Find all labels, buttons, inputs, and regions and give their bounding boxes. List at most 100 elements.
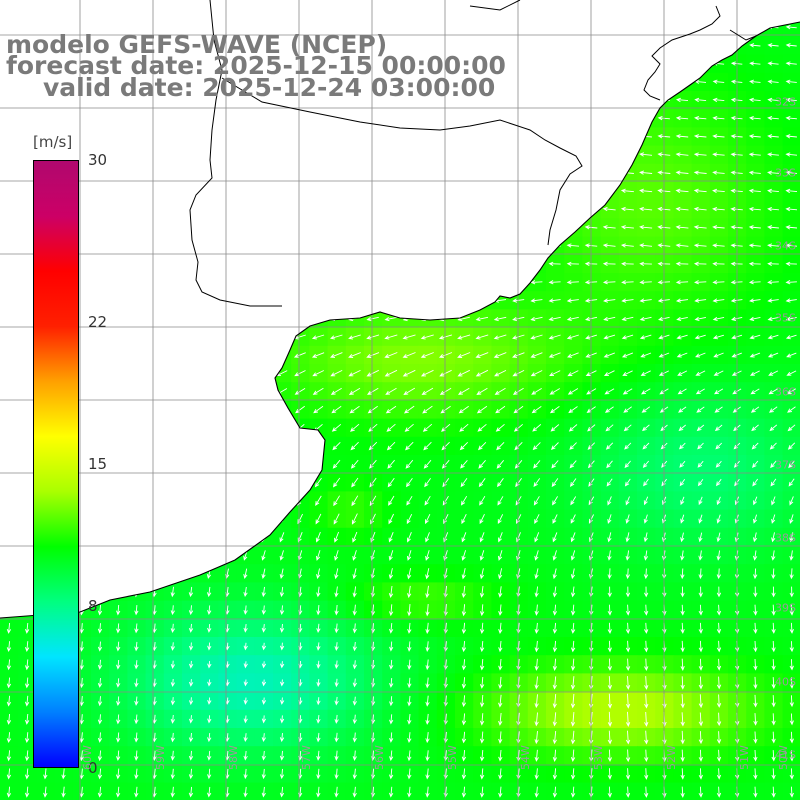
wind-arrow bbox=[349, 405, 360, 414]
wind-arrow bbox=[748, 170, 761, 175]
wind-arrow bbox=[693, 261, 707, 266]
wind-arrow bbox=[603, 334, 616, 340]
wind-arrow bbox=[478, 460, 486, 469]
wind-arrow bbox=[693, 188, 707, 193]
wind-arrow bbox=[350, 459, 359, 469]
wind-speed-cell bbox=[782, 22, 800, 37]
wind-arrow bbox=[530, 370, 543, 377]
wind-arrow bbox=[678, 424, 686, 432]
wind-arrow bbox=[640, 388, 651, 395]
wind-arrow bbox=[751, 424, 759, 432]
wind-arrow bbox=[767, 61, 779, 66]
wind-arrow bbox=[607, 532, 612, 543]
wind-arrow bbox=[676, 352, 688, 358]
wind-arrow bbox=[332, 477, 341, 488]
longitude-label: 56W bbox=[373, 745, 386, 770]
wind-arrow bbox=[697, 478, 704, 487]
wind-arrow bbox=[439, 387, 452, 395]
wind-arrow bbox=[586, 388, 597, 395]
wind-arrow bbox=[584, 280, 598, 285]
wind-arrow bbox=[403, 405, 415, 414]
wind-arrow bbox=[698, 514, 703, 524]
wind-arrow bbox=[771, 496, 776, 506]
wind-arrow bbox=[678, 442, 686, 450]
wind-arrow bbox=[406, 514, 413, 525]
wind-arrow bbox=[675, 170, 689, 175]
wind-arrow bbox=[421, 387, 434, 396]
wind-arrow bbox=[548, 261, 561, 266]
wind-arrow bbox=[589, 532, 594, 543]
wind-arrow bbox=[350, 441, 359, 451]
wind-arrow bbox=[585, 334, 598, 340]
latitude-label: 40S bbox=[775, 675, 796, 689]
wind-arrow bbox=[677, 388, 687, 395]
wind-arrow bbox=[712, 261, 725, 266]
wind-arrow bbox=[605, 442, 614, 450]
wind-arrow bbox=[697, 460, 704, 468]
wind-arrow bbox=[551, 478, 559, 488]
wind-arrow bbox=[566, 298, 579, 303]
wind-arrow bbox=[607, 496, 612, 506]
wind-arrow bbox=[570, 514, 576, 524]
wind-arrow bbox=[331, 405, 342, 414]
wind-arrow bbox=[680, 532, 685, 543]
wind-arrow bbox=[402, 334, 416, 340]
latitude-label: 35S bbox=[775, 311, 796, 325]
wind-arrow bbox=[678, 406, 687, 413]
wind-arrow bbox=[550, 442, 559, 451]
wind-arrow bbox=[569, 460, 577, 469]
wind-arrow bbox=[424, 495, 431, 506]
wind-arrow bbox=[386, 441, 396, 451]
wind-arrow bbox=[716, 532, 721, 543]
wind-arrow bbox=[789, 496, 794, 506]
wind-arrow bbox=[315, 495, 322, 506]
wind-arrow bbox=[460, 477, 468, 488]
wind-arrow bbox=[748, 206, 761, 212]
wind-arrow bbox=[420, 369, 434, 377]
wind-arrow bbox=[438, 352, 453, 359]
wind-arrow bbox=[786, 388, 797, 395]
longitude-label: 58W bbox=[227, 745, 240, 770]
wind-arrow bbox=[476, 387, 488, 395]
wind-arrow bbox=[749, 61, 761, 66]
wind-arrow bbox=[675, 298, 689, 303]
wind-arrow bbox=[697, 442, 704, 450]
wind-arrow bbox=[602, 206, 616, 212]
wind-arrow bbox=[497, 532, 503, 543]
wind-arrow bbox=[785, 206, 798, 212]
wind-arrow bbox=[549, 388, 561, 395]
wind-arrow bbox=[675, 225, 689, 230]
title-valid-date: valid date: 2025-12-24 03:00:00 bbox=[43, 73, 496, 102]
wind-arrow bbox=[566, 316, 579, 322]
wind-arrow bbox=[533, 460, 541, 469]
wind-arrow bbox=[693, 243, 707, 248]
wind-arrow bbox=[677, 370, 688, 376]
wind-arrow bbox=[420, 352, 434, 359]
wind-arrow bbox=[639, 298, 652, 303]
wind-arrow bbox=[534, 532, 540, 543]
wind-arrow bbox=[621, 316, 634, 322]
wind-arrow bbox=[785, 170, 798, 175]
wind-arrow bbox=[497, 496, 504, 506]
wind-arrow bbox=[787, 424, 796, 432]
wind-arrow bbox=[680, 514, 685, 524]
wind-arrow bbox=[385, 405, 397, 414]
wind-arrow bbox=[312, 387, 324, 395]
wind-arrow bbox=[330, 369, 343, 377]
wind-arrow bbox=[693, 134, 707, 139]
wind-arrow bbox=[785, 152, 798, 157]
wind-arrow bbox=[767, 134, 779, 139]
wind-arrow bbox=[622, 370, 633, 376]
wind-arrow bbox=[751, 442, 759, 450]
latitude-label: 32S bbox=[775, 95, 796, 109]
wind-arrow bbox=[675, 152, 689, 157]
longitude-label: 51W bbox=[738, 745, 751, 770]
wind-arrow bbox=[366, 352, 380, 358]
colorbar bbox=[33, 160, 79, 768]
longitude-label: 60W bbox=[81, 745, 94, 770]
wind-arrow bbox=[443, 514, 449, 525]
colorbar-tick-label: 22 bbox=[88, 313, 108, 332]
wind-arrow bbox=[332, 459, 341, 469]
wind-arrow bbox=[549, 406, 560, 414]
wind-arrow bbox=[676, 316, 688, 322]
